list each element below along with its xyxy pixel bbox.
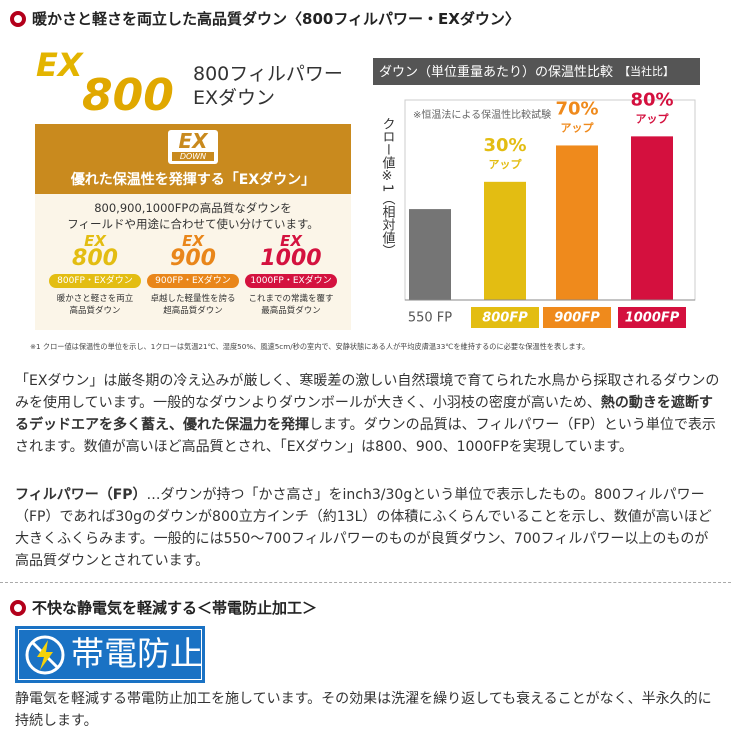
- paragraph: フィルパワー（FP）…ダウンが持つ「かさ高さ」をinch3/30gという単位で表…: [15, 484, 720, 572]
- grade-num: 800: [72, 246, 118, 271]
- grade-num: 1000: [260, 246, 322, 271]
- bar: [631, 136, 673, 300]
- heading-icon: [10, 600, 26, 616]
- panel: EX DOWN 優れた保温性を発揮する「EXダウン」 800,900,1000F…: [35, 124, 351, 330]
- spec: 800フィルパワー EXダウン: [193, 62, 343, 110]
- paragraph: 静電気を軽減する帯電防止加工を施しています。その効果は洗濯を繰り返しても衰えるこ…: [15, 691, 712, 729]
- increase-word: アップ: [489, 157, 523, 171]
- grade: EX 800 800FP・EXダウン暖かさと軽さを両立 高品質ダウン: [47, 232, 143, 317]
- badge-text: 帯電防止: [71, 634, 203, 673]
- x-tick-box: [471, 307, 539, 328]
- caption-line: 最高品質ダウン: [261, 306, 321, 316]
- caption-line: これまでの常識を覆す: [248, 294, 334, 304]
- grade-logo: EX 900: [145, 232, 241, 272]
- increase-label: 80%: [630, 89, 673, 110]
- panel-title: 優れた保温性を発揮する「EXダウン」: [70, 172, 316, 188]
- increase-label: 70%: [555, 98, 598, 119]
- title: ダウン（単位重量あたり）の保温性比較: [379, 64, 613, 80]
- badge-border: [18, 629, 202, 680]
- badge: 帯電防止: [15, 626, 205, 683]
- increase-word: アップ: [636, 111, 670, 125]
- heading: 暖かさと軽さを両立した高品質ダウン〈800フィルパワー・EXダウン〉: [32, 10, 520, 28]
- increase-label: 30%: [483, 135, 526, 156]
- paragraph: 「EXダウン」は厳冬期の冷え込みが厳しく、寒暖差の激しい自然環境で育てられた水鳥…: [15, 370, 720, 458]
- badge-icon: [25, 635, 65, 675]
- x-tick-label: 900FP: [554, 311, 600, 326]
- panel-logo: EX DOWN: [168, 130, 218, 164]
- x-tick-box: [543, 307, 611, 328]
- bold-text: 熱の動きを遮断するデッドエアを多く蓄え、優れた保温力を発揮: [15, 395, 713, 433]
- heading: 不快な静電気を軽減する＜帯電防止加工＞: [32, 599, 318, 617]
- text: します。ダウンの品質は、フィルパワー（FP）という単位で表示されます。数値が高い…: [15, 417, 716, 455]
- bold-text: フィルパワー（FP）: [15, 487, 147, 503]
- bar: [409, 209, 451, 300]
- footnote: ※1 クロー値は保温性の単位を示し、1クローは気温21℃、湿度50%、風速5cm…: [30, 342, 590, 351]
- grade-ex: EX: [280, 232, 302, 250]
- caption-line: 超高品質ダウン: [163, 306, 223, 316]
- heading-icon: [10, 11, 26, 27]
- grade-ex: EX: [84, 232, 106, 250]
- grade-label: 800FP・EXダウン: [49, 274, 141, 288]
- bar: [556, 145, 598, 300]
- grade-caption: これまでの常識を覆す 最高品質ダウン: [243, 293, 339, 317]
- grade-num: 900: [170, 246, 216, 271]
- chart-title: ダウン（単位重量あたり）の保温性比較 【当社比】: [379, 64, 674, 80]
- bar: [484, 181, 526, 300]
- grade-ex: EX: [182, 232, 204, 250]
- chart-note: ※恒温法による保温性比較試験: [413, 108, 551, 121]
- panel-logo-ex: EX: [178, 129, 208, 153]
- grade-logo: EX 1000: [243, 232, 339, 272]
- separator: [0, 582, 731, 583]
- grade-caption: 卓越した軽量性を誇る 超高品質ダウン: [145, 293, 241, 317]
- y-label: クロー値※1（相対値）: [380, 117, 396, 257]
- desc-line: 800,900,1000FPの高品質なダウンを: [94, 201, 292, 215]
- spec-line: EXダウン: [193, 87, 276, 109]
- spec-line: 800フィルパワー: [193, 63, 343, 85]
- title-bar: [373, 58, 700, 85]
- grade-label: 1000FP・EXダウン: [245, 274, 337, 288]
- caption-line: 高品質ダウン: [69, 306, 121, 316]
- icon-bolt: [37, 640, 53, 670]
- x-tick-label: 550 FP: [408, 311, 452, 326]
- logo-num: 800: [82, 70, 174, 121]
- x-tick-label: 1000FP: [625, 311, 680, 326]
- x-tick-label: 800FP: [482, 311, 528, 326]
- panel-logo-sub: DOWN: [172, 152, 214, 161]
- grade-label: 900FP・EXダウン: [147, 274, 239, 288]
- grade-logo: EX 800: [47, 232, 143, 272]
- grade: EX 1000 1000FP・EXダウンこれまでの常識を覆す 最高品質ダウン: [243, 232, 339, 317]
- caption-line: 卓越した軽量性を誇る: [150, 294, 236, 304]
- title-note: 【当社比】: [619, 64, 674, 78]
- text: …ダウンが持つ「かさ高さ」をinch3/30gという単位で表示したもの。800フ…: [15, 487, 712, 569]
- increase-word: アップ: [561, 120, 595, 134]
- desc-line: フィールドや用途に合わせて使い分けています。: [67, 217, 319, 231]
- x-tick-box: [618, 307, 686, 328]
- text: 「EXダウン」は厳冬期の冷え込みが厳しく、寒暖差の激しい自然環境で育てられた水鳥…: [15, 373, 720, 411]
- chart: ダウン（単位重量あたり）の保温性比較 【当社比】 ※恒温法による保温性比較試験 ク…: [373, 58, 700, 328]
- grade: EX 900 900FP・EXダウン卓越した軽量性を誇る 超高品質ダウン: [145, 232, 241, 317]
- logo-ex: EX: [36, 46, 83, 84]
- icon-ring: [25, 635, 65, 675]
- grade-caption: 暖かさと軽さを両立 高品質ダウン: [47, 293, 143, 317]
- caption-line: 暖かさと軽さを両立: [56, 294, 134, 304]
- panel-desc: 800,900,1000FPの高品質なダウンを フィールドや用途に合わせて使い分…: [35, 200, 351, 232]
